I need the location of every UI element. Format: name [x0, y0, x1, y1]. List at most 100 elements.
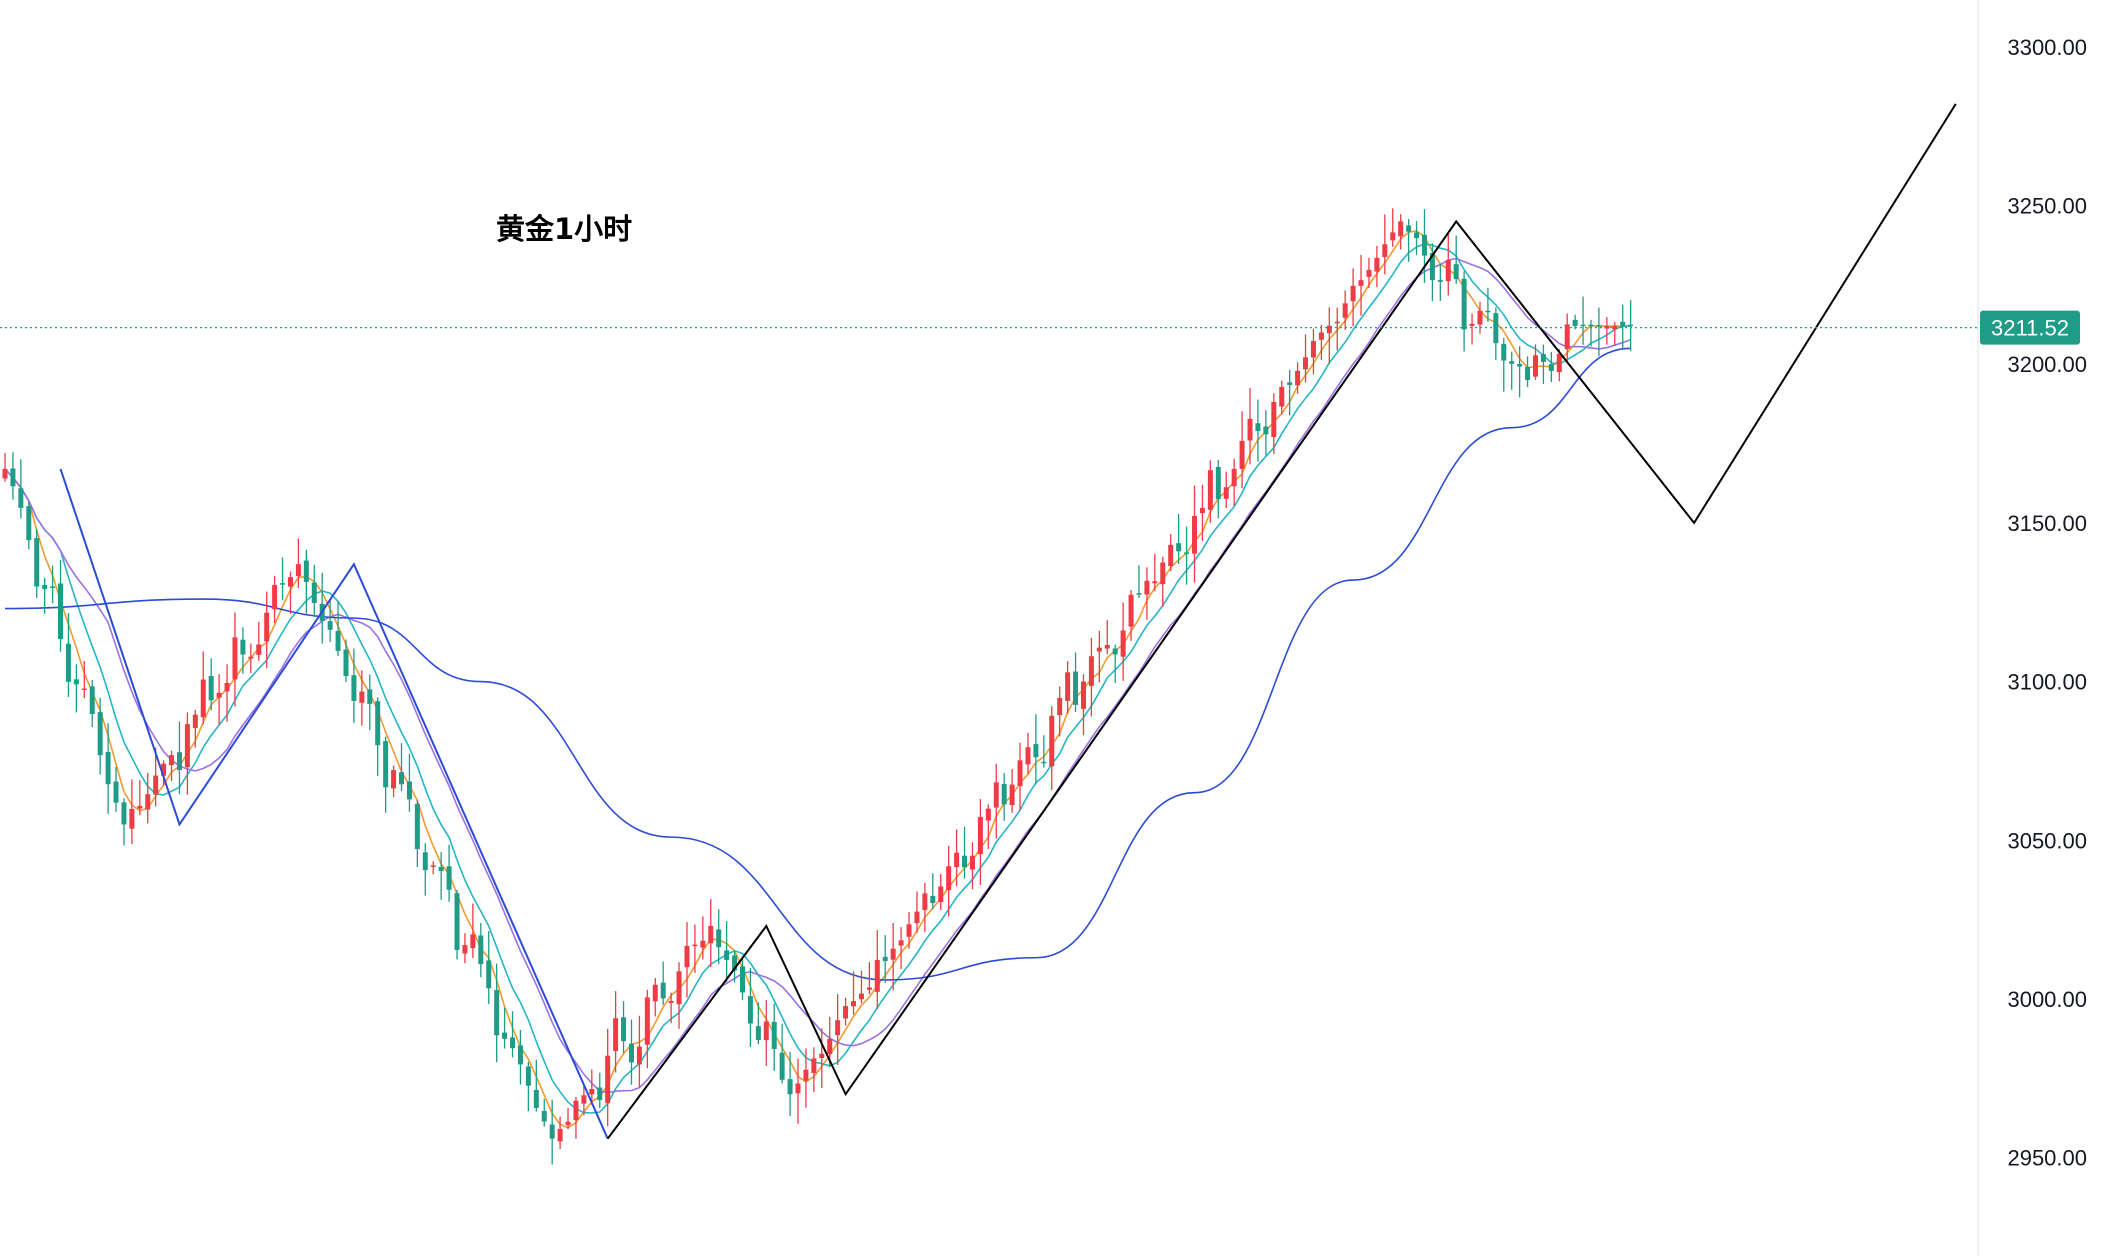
y-tick-label: 3050.00: [2007, 828, 2087, 853]
candle: [1247, 387, 1253, 465]
candle: [216, 674, 222, 726]
candle: [1548, 351, 1554, 383]
candle: [1152, 553, 1158, 592]
candle: [478, 922, 484, 978]
candle: [1596, 307, 1602, 357]
candle: [264, 591, 270, 669]
candle: [414, 800, 420, 867]
candle: [1279, 380, 1285, 415]
candle: [652, 978, 658, 1017]
candle: [1001, 773, 1007, 821]
candle: [708, 899, 714, 968]
candle: [724, 921, 730, 982]
candle: [399, 743, 404, 792]
candle: [1406, 218, 1412, 262]
candle: [1517, 346, 1523, 398]
candle: [938, 873, 944, 911]
candle: [470, 903, 476, 959]
candle: [763, 1000, 769, 1066]
candle: [1485, 287, 1491, 322]
y-tick-label: 2950.00: [2007, 1146, 2087, 1171]
candle: [502, 1007, 508, 1049]
candle: [367, 674, 373, 731]
candle: [351, 648, 357, 723]
candle: [224, 664, 230, 722]
candle: [565, 1108, 571, 1130]
ma-slow-line: [4, 257, 1631, 1094]
candle: [1318, 324, 1324, 361]
candle: [636, 1015, 642, 1088]
candle: [732, 950, 738, 983]
candle: [747, 967, 753, 1047]
candle: [97, 697, 103, 775]
ma-fast-line: [4, 230, 1631, 1129]
wave-line-black: [606, 103, 1957, 1140]
candle: [1461, 271, 1467, 352]
candle: [843, 997, 849, 1026]
wave-lines: [59, 103, 1957, 1140]
candle: [42, 577, 48, 614]
candle: [1501, 337, 1507, 392]
candle: [1295, 362, 1301, 394]
candle: [1263, 410, 1269, 456]
price-axis: 3300.00 3250.00 3200.00 3150.00 3100.00 3050.…: [2007, 35, 2087, 1171]
candle: [422, 843, 428, 896]
candle: [1239, 411, 1245, 489]
candle: [359, 670, 365, 726]
candle: [1429, 243, 1435, 302]
candle: [1493, 307, 1499, 361]
candle: [882, 935, 888, 983]
candle: [50, 565, 56, 604]
candle: [874, 930, 880, 1009]
candle: [819, 1028, 825, 1088]
candle: [1310, 328, 1316, 375]
candle: [26, 501, 32, 550]
candle: [1057, 686, 1063, 737]
candle: [1588, 319, 1594, 347]
y-tick-label: 3000.00: [2007, 987, 2087, 1012]
candle: [866, 962, 872, 995]
candlesticks: [2, 208, 1634, 1165]
candle: [1469, 313, 1475, 345]
candle: [1326, 307, 1332, 365]
candle: [1334, 307, 1340, 351]
y-tick-label: 3150.00: [2007, 511, 2087, 536]
candle: [34, 528, 40, 599]
candle: [303, 549, 309, 614]
candle: [1073, 652, 1079, 713]
candle: [248, 643, 254, 674]
candle: [700, 916, 706, 960]
candle: [1065, 661, 1071, 714]
candle: [430, 861, 436, 875]
moving-averages: [4, 230, 1631, 1129]
candle: [858, 970, 864, 1004]
candle: [192, 709, 198, 748]
candle: [446, 844, 452, 902]
candle: [1350, 268, 1356, 327]
candle: [1033, 714, 1039, 785]
candle: [113, 766, 119, 812]
candle: [1184, 526, 1190, 585]
y-tick-label: 3200.00: [2007, 352, 2087, 377]
candle: [684, 922, 690, 998]
candle: [993, 763, 999, 839]
candle: [65, 613, 71, 698]
candle: [668, 992, 674, 1024]
candle: [962, 826, 968, 879]
candle: [1096, 630, 1102, 683]
candle: [898, 927, 904, 970]
y-tick-label: 3250.00: [2007, 194, 2087, 219]
y-tick-label: 3300.00: [2007, 35, 2087, 60]
candle: [977, 798, 983, 885]
candle: [145, 773, 151, 824]
candle: [1017, 742, 1023, 811]
candle: [613, 991, 619, 1073]
candle: [256, 621, 262, 661]
chart-title: 黄金1小时: [496, 212, 632, 246]
candle: [1398, 214, 1404, 250]
candle: [1358, 254, 1364, 316]
candle: [803, 1048, 809, 1108]
candle: [272, 575, 278, 624]
candle: [1025, 732, 1031, 775]
